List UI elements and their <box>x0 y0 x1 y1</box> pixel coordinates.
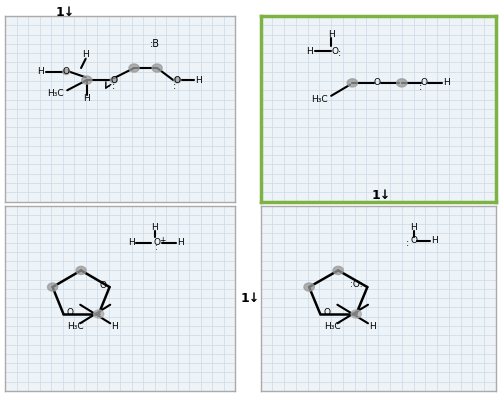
Circle shape <box>152 64 162 72</box>
Text: O: O <box>374 78 381 87</box>
Circle shape <box>63 69 70 75</box>
Text: O: O <box>154 238 161 247</box>
Circle shape <box>129 64 139 72</box>
Text: O: O <box>421 78 428 87</box>
Circle shape <box>333 266 343 274</box>
Circle shape <box>304 283 314 291</box>
Text: H: H <box>84 94 90 103</box>
Text: :: : <box>406 238 409 247</box>
Text: O: O <box>174 76 181 85</box>
Text: O: O <box>67 307 74 317</box>
Text: H₃C: H₃C <box>311 95 328 104</box>
Text: :O:: :O: <box>350 280 363 289</box>
Circle shape <box>48 283 58 291</box>
Text: H: H <box>410 223 417 232</box>
Text: H: H <box>369 322 376 330</box>
Text: H: H <box>307 47 313 56</box>
Text: :: : <box>338 48 341 58</box>
Text: H₃C: H₃C <box>67 322 84 332</box>
Circle shape <box>110 77 117 83</box>
Text: H: H <box>328 30 335 39</box>
Text: H: H <box>82 50 89 58</box>
Text: O: O <box>63 67 70 76</box>
Text: H: H <box>431 236 438 245</box>
Text: O: O <box>324 307 331 317</box>
Text: H: H <box>151 223 158 232</box>
Circle shape <box>351 310 361 318</box>
Text: H: H <box>111 322 118 330</box>
Text: :: : <box>155 243 157 252</box>
Text: H: H <box>195 76 202 85</box>
Text: +: + <box>160 236 166 245</box>
Text: O: O <box>99 281 106 290</box>
Circle shape <box>76 266 86 274</box>
Circle shape <box>82 76 92 84</box>
Text: :B: :B <box>150 39 160 49</box>
Circle shape <box>397 79 407 87</box>
Text: :: : <box>419 83 422 93</box>
Text: O: O <box>410 236 417 245</box>
Text: H: H <box>177 238 183 247</box>
Text: O: O <box>110 76 117 85</box>
Text: H: H <box>128 238 135 247</box>
Text: O: O <box>331 47 338 56</box>
Text: H: H <box>443 78 450 87</box>
Text: 1↓: 1↓ <box>371 189 390 202</box>
Text: :: : <box>112 81 115 91</box>
Circle shape <box>94 310 104 318</box>
Text: 1↓: 1↓ <box>241 292 260 305</box>
Circle shape <box>174 77 181 83</box>
Text: H₃C: H₃C <box>324 322 341 332</box>
Circle shape <box>347 79 358 87</box>
Text: H₃C: H₃C <box>48 89 64 98</box>
Text: H: H <box>38 67 44 76</box>
Text: 1↓: 1↓ <box>56 6 75 19</box>
Text: :: : <box>173 81 176 91</box>
